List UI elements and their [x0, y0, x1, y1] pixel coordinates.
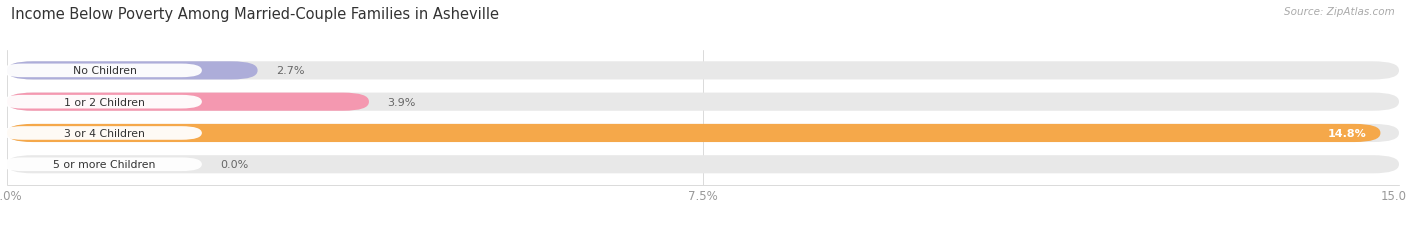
FancyBboxPatch shape — [7, 62, 1399, 80]
Text: 0.0%: 0.0% — [221, 160, 249, 170]
FancyBboxPatch shape — [7, 62, 257, 80]
FancyBboxPatch shape — [7, 93, 368, 111]
FancyBboxPatch shape — [3, 158, 202, 171]
Text: 5 or more Children: 5 or more Children — [53, 160, 156, 170]
Text: Source: ZipAtlas.com: Source: ZipAtlas.com — [1284, 7, 1395, 17]
FancyBboxPatch shape — [7, 124, 1399, 143]
Text: 3.9%: 3.9% — [388, 97, 416, 107]
Text: 1 or 2 Children: 1 or 2 Children — [65, 97, 145, 107]
Text: 14.8%: 14.8% — [1327, 128, 1367, 138]
FancyBboxPatch shape — [7, 93, 1399, 111]
Text: 2.7%: 2.7% — [276, 66, 305, 76]
Text: Income Below Poverty Among Married-Couple Families in Asheville: Income Below Poverty Among Married-Coupl… — [11, 7, 499, 22]
FancyBboxPatch shape — [7, 124, 1381, 143]
FancyBboxPatch shape — [3, 64, 202, 78]
FancyBboxPatch shape — [3, 95, 202, 109]
Text: No Children: No Children — [73, 66, 136, 76]
Text: 3 or 4 Children: 3 or 4 Children — [65, 128, 145, 138]
FancyBboxPatch shape — [7, 155, 1399, 173]
FancyBboxPatch shape — [3, 127, 202, 140]
